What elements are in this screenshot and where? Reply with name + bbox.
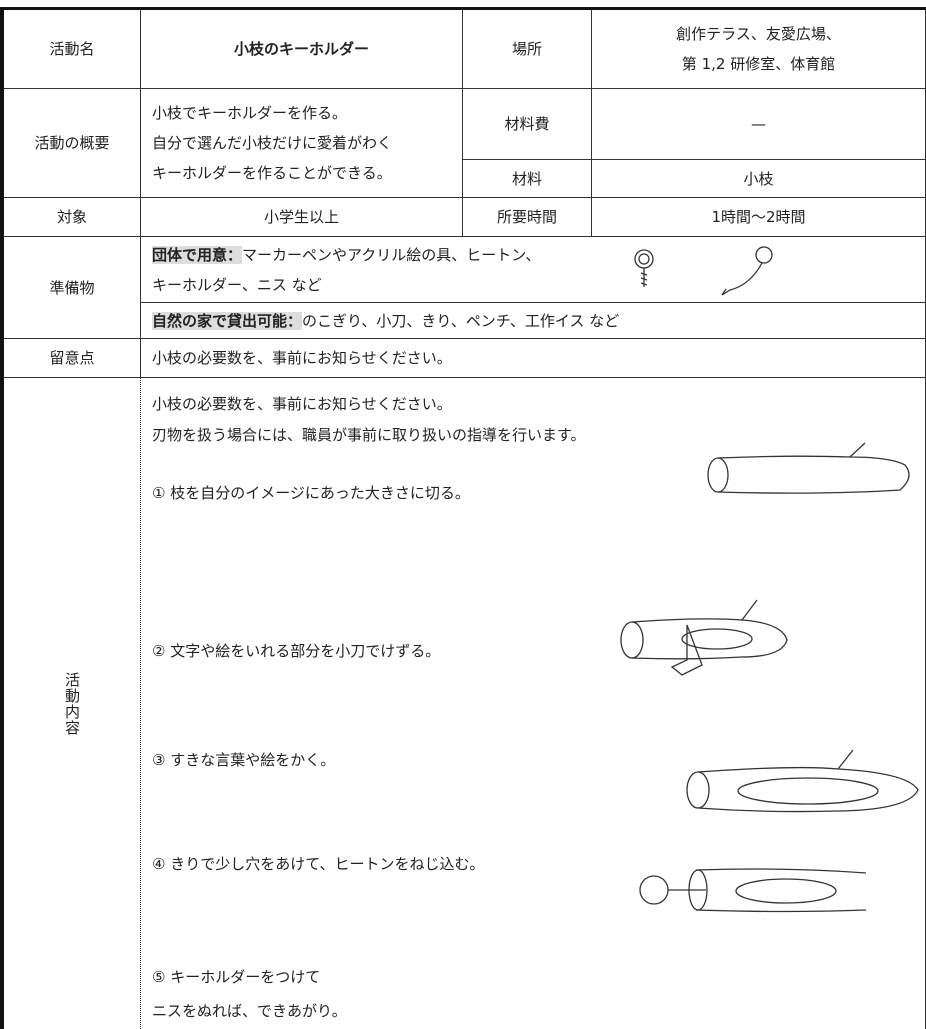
value: 小学生以上 xyxy=(263,208,339,226)
cell: 小学生以上 xyxy=(141,198,463,237)
value: 自分で選んだ小枝だけに愛着がわく xyxy=(152,134,393,152)
cell: 小枝の必要数を、事前にお知らせください。 xyxy=(141,339,926,378)
border-top xyxy=(0,7,926,10)
log-lettering-illustration xyxy=(686,749,919,813)
value: キーホルダーを作ることができる。 xyxy=(152,164,392,182)
text: マーカーペンやアクリル絵の具、ヒートン、 xyxy=(242,245,541,264)
heading: 自然の家で貸出可能： xyxy=(152,311,303,330)
log-carving-illustration xyxy=(620,599,788,676)
label: 場所 xyxy=(511,40,542,58)
cell: 活動の概要 xyxy=(4,89,141,198)
value: 小枝の必要数を、事前にお知らせください。 xyxy=(152,349,452,367)
cell: 小枝 xyxy=(592,160,926,198)
cell: 対象 xyxy=(4,198,141,237)
cell: 1時間～2時間 xyxy=(592,198,926,237)
label: 対象 xyxy=(56,208,87,226)
cell: 小枝でキーホルダーを作る。自分で選んだ小枝だけに愛着がわく キーホルダーを作ること… xyxy=(141,89,463,198)
text: のこぎり、小刀、きり、ペンチ、工作イス など xyxy=(302,311,620,330)
step: ⑤ キーホルダーをつけて xyxy=(152,968,321,986)
value: — xyxy=(751,115,766,133)
cell: 小枝のキーホルダー xyxy=(141,10,463,89)
cell: 創作テラス、友愛広場、第 1,2 研修室、体育館 xyxy=(592,10,926,89)
value: 第 1,2 研修室、体育館 xyxy=(681,55,836,73)
cell: 所要時間 xyxy=(463,198,592,237)
step: ② 文字や絵をいれる部分を小刀でけずる。 xyxy=(152,642,441,660)
label: 活動名 xyxy=(49,40,95,58)
step: ④ きりで少し穴をあけて、ヒートンをねじ込む。 xyxy=(152,855,485,873)
line: 自然の家で貸出可能：のこぎり、小刀、きり、ペンチ、工作イス など xyxy=(152,306,619,336)
cell: 留意点 xyxy=(4,339,141,378)
label: 所要時間 xyxy=(496,208,557,226)
cell: 材料 xyxy=(463,160,592,198)
keyring-icons xyxy=(634,246,773,296)
cell: 自然の家で貸出可能：のこぎり、小刀、きり、ペンチ、工作イス など xyxy=(141,303,926,339)
log-keyring-illustration xyxy=(639,868,867,913)
cell: 活動名 xyxy=(4,10,141,89)
label: 準備物 xyxy=(49,278,95,297)
value: 1時間～2時間 xyxy=(711,208,806,226)
label: 材料費 xyxy=(504,115,550,133)
text: 小枝の必要数を、事前にお知らせください。 xyxy=(152,395,452,413)
cell: 準備物 xyxy=(4,237,141,339)
step: ニスをぬれば、できあがり。 xyxy=(152,1002,347,1020)
line: 団体で用意：マーカーペンやアクリル絵の具、ヒートン、 xyxy=(152,240,540,270)
log-illustration xyxy=(707,442,910,494)
cell: 場所 xyxy=(463,10,592,89)
label: 留意点 xyxy=(49,349,95,367)
value: 小枝でキーホルダーを作る。 xyxy=(152,104,348,122)
cell: 団体で用意：マーカーペンやアクリル絵の具、ヒートン、 キーホルダー、ニス など xyxy=(141,237,926,303)
step: ① 枝を自分のイメージにあった大きさに切る。 xyxy=(152,484,470,502)
label: 活動内容 xyxy=(63,671,81,736)
border-left xyxy=(0,7,4,1029)
text: キーホルダー、ニス など xyxy=(152,275,322,294)
value: 創作テラス、友愛広場、 xyxy=(676,25,841,43)
text: 刃物を扱う場合には、職員が事前に取り扱いの指導を行います。 xyxy=(152,426,586,444)
value: 小枝 xyxy=(743,169,774,188)
cell: 活動内容 xyxy=(4,378,141,1029)
label: 活動の概要 xyxy=(34,134,110,152)
cell: 材料費 xyxy=(463,89,592,160)
heading: 団体で用意： xyxy=(152,245,243,264)
label: 材料 xyxy=(511,169,542,188)
value: 小枝のキーホルダー xyxy=(233,40,369,58)
cell: — xyxy=(592,89,926,160)
step: ③ すきな言葉や絵をかく。 xyxy=(152,751,336,769)
